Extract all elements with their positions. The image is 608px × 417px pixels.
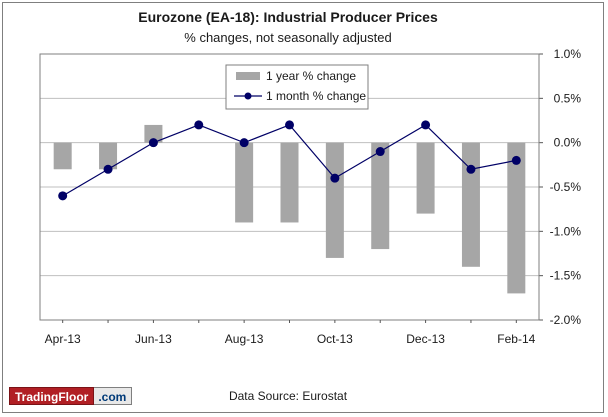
bar-1-year-change bbox=[53, 142, 72, 170]
x-tick-label: Feb-14 bbox=[497, 332, 535, 346]
point-1-month-change bbox=[375, 147, 385, 157]
x-tick-label: Dec-13 bbox=[406, 332, 445, 346]
legend-box bbox=[225, 64, 369, 110]
chart-title: Eurozone (EA-18): Industrial Producer Pr… bbox=[138, 9, 438, 25]
legend-swatch-marker bbox=[244, 92, 252, 100]
point-1-month-change bbox=[511, 155, 521, 165]
point-1-month-change bbox=[148, 138, 158, 148]
bar-1-year-change bbox=[507, 142, 526, 294]
tradingfloor-logo: TradingFloor .com bbox=[9, 387, 133, 405]
legend-swatch-bar bbox=[236, 72, 260, 80]
logo-brand-main: TradingFloor bbox=[9, 387, 95, 405]
point-1-month-change bbox=[330, 173, 340, 183]
legend-label-1-year: 1 year % change bbox=[266, 69, 356, 83]
logo-brand-tld: .com bbox=[94, 387, 133, 405]
point-1-month-change bbox=[194, 120, 204, 130]
bar-1-year-change bbox=[461, 142, 480, 267]
y-tick-label: -0.5% bbox=[550, 180, 582, 194]
bar-1-year-change bbox=[325, 142, 344, 258]
point-1-month-change bbox=[421, 120, 431, 130]
x-tick-label: Oct-13 bbox=[317, 332, 353, 346]
bar-1-year-change bbox=[144, 124, 163, 143]
point-1-month-change bbox=[103, 164, 113, 174]
point-1-month-change bbox=[466, 164, 476, 174]
y-tick-label: 0.0% bbox=[554, 136, 582, 150]
y-tick-label: 0.5% bbox=[554, 91, 582, 105]
x-tick-label: Aug-13 bbox=[225, 332, 264, 346]
chart-subtitle: % changes, not seasonally adjusted bbox=[184, 30, 392, 45]
bar-1-year-change bbox=[99, 142, 118, 170]
bar-1-year-change bbox=[235, 142, 254, 223]
x-tick-label: Apr-13 bbox=[45, 332, 81, 346]
y-tick-label: -1.5% bbox=[550, 269, 582, 283]
bar-1-year-change bbox=[371, 142, 390, 250]
data-source-note: Data Source: Eurostat bbox=[228, 389, 348, 403]
y-tick-label: -1.0% bbox=[550, 224, 582, 238]
x-tick-label: Jun-13 bbox=[135, 332, 172, 346]
bar-1-year-change bbox=[416, 142, 435, 214]
legend-label-1-month: 1 month % change bbox=[266, 89, 366, 103]
y-tick-label: 1.0% bbox=[554, 47, 582, 61]
point-1-month-change bbox=[285, 120, 294, 130]
point-1-month-change bbox=[239, 138, 249, 148]
y-tick-label: -2.0% bbox=[550, 313, 582, 327]
point-1-month-change bbox=[58, 191, 68, 201]
bar-1-year-change bbox=[280, 142, 299, 223]
